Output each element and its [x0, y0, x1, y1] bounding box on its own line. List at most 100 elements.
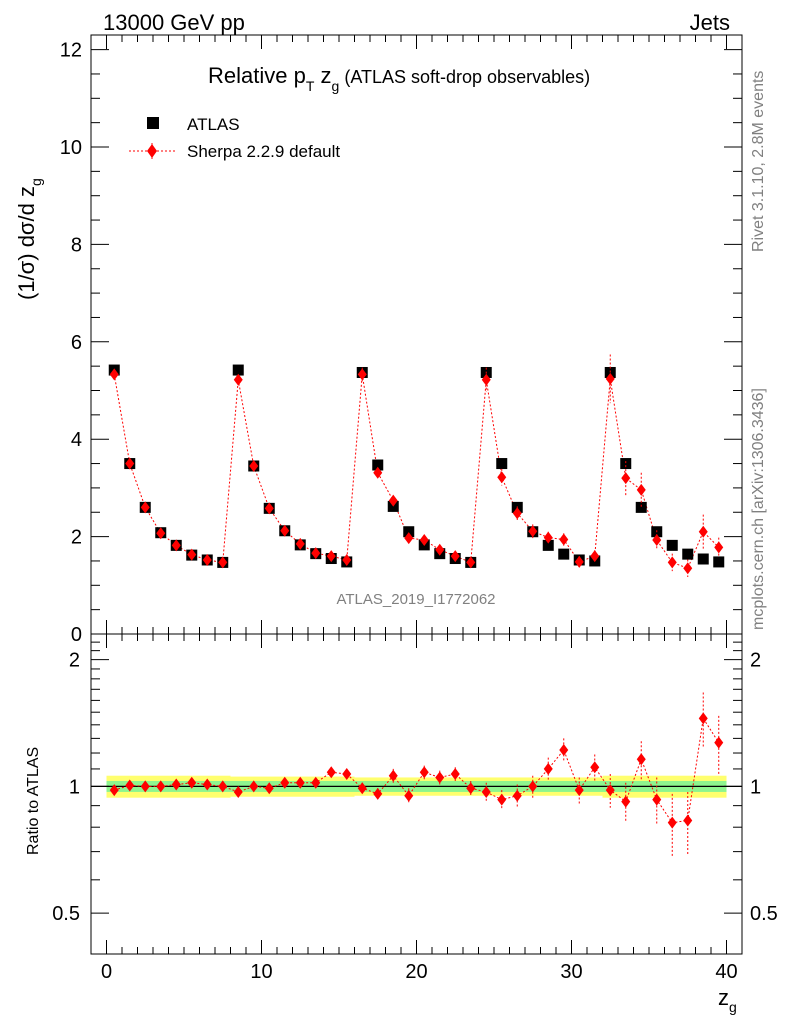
- ratio-ylabel: Ratio to ATLAS: [25, 747, 42, 855]
- ratio-sherpa-point: [543, 762, 553, 775]
- ratio-sherpa-point: [466, 782, 476, 795]
- ratio-sherpa-point: [605, 784, 615, 797]
- sherpa-point: [574, 555, 584, 568]
- atlas-point: [558, 548, 570, 560]
- ratio-sherpa-point: [698, 712, 708, 725]
- sherpa-point: [528, 525, 538, 538]
- y-tick-label: 12: [60, 40, 82, 62]
- ratio-y-tick-label-right: 2: [750, 650, 761, 672]
- sherpa-point: [450, 550, 460, 563]
- ratio-sherpa-point: [590, 761, 600, 774]
- sherpa-point: [326, 550, 336, 563]
- ratio-sherpa-point: [574, 784, 584, 797]
- ratio-sherpa-point: [636, 753, 646, 766]
- atlas-point: [635, 501, 647, 513]
- ratio-sherpa-point: [419, 766, 429, 779]
- sherpa-point: [218, 556, 228, 569]
- ratio-sherpa-point: [435, 771, 445, 784]
- sherpa-point: [683, 562, 693, 575]
- sherpa-point: [667, 556, 677, 569]
- atlas-point: [372, 459, 384, 471]
- ratio-y-tick-label: 0.5: [52, 903, 80, 925]
- legend-atlas-marker: [147, 117, 159, 129]
- sherpa-point: [481, 373, 491, 386]
- xlabel: zg: [718, 985, 737, 1015]
- header-right: Jets: [690, 10, 730, 35]
- sherpa-point: [109, 368, 119, 381]
- x-tick-label: 0: [101, 961, 112, 983]
- ratio-sherpa-point: [559, 743, 569, 756]
- watermark: ATLAS_2019_I1772062: [336, 591, 495, 608]
- ratio-sherpa-point: [528, 780, 538, 793]
- sherpa-point: [404, 532, 414, 545]
- y-tick-label: 4: [71, 429, 82, 451]
- sherpa-point: [543, 531, 553, 544]
- ratio-sherpa-point: [202, 778, 212, 791]
- atlas-point: [542, 539, 554, 551]
- atlas-point: [604, 366, 616, 378]
- atlas-point: [620, 458, 632, 470]
- y-tick-label: 0: [71, 624, 82, 646]
- sherpa-point: [497, 471, 507, 484]
- sherpa-point: [605, 372, 615, 385]
- atlas-point: [713, 556, 725, 568]
- ratio-sherpa-line: [114, 717, 720, 824]
- sherpa-point: [621, 472, 631, 485]
- ratio-sherpa-point: [264, 782, 274, 795]
- ratio-sherpa-point: [667, 816, 677, 829]
- ratio-marks: [91, 692, 742, 857]
- sherpa-point: [280, 524, 290, 537]
- ratio-sherpa-point: [481, 785, 491, 798]
- sherpa-point: [590, 550, 600, 563]
- x-tick-label: 10: [250, 961, 272, 983]
- atlas-point: [682, 548, 694, 560]
- atlas-point: [697, 553, 709, 565]
- ratio-sherpa-point: [187, 776, 197, 789]
- mcplots-label: mcplots.cern.ch [arXiv:1306.3436]: [750, 388, 767, 630]
- sherpa-point: [249, 459, 259, 472]
- ratio-sherpa-point: [233, 785, 243, 798]
- header-left: 13000 GeV pp: [103, 10, 245, 35]
- sherpa-point: [559, 533, 569, 546]
- ratio-sherpa-point: [683, 814, 693, 827]
- sherpa-point: [466, 556, 476, 569]
- sherpa-point: [233, 373, 243, 386]
- ratio-sherpa-point: [357, 782, 367, 795]
- ratio-sherpa-point: [714, 736, 724, 749]
- atlas-point: [496, 458, 508, 470]
- sherpa-point: [125, 457, 135, 470]
- chart-title: Relative pT zg (ATLAS soft-drop observab…: [208, 63, 590, 94]
- sherpa-point: [636, 483, 646, 496]
- sherpa-point: [357, 368, 367, 381]
- sherpa-point: [140, 501, 150, 514]
- sherpa-point: [171, 539, 181, 552]
- ratio-sherpa-point: [156, 780, 166, 793]
- ratio-sherpa-point: [280, 776, 290, 789]
- atlas-point: [232, 364, 244, 376]
- ratio-y-tick-label: 1: [69, 776, 80, 798]
- ratio-y-tick-label-right: 1: [750, 776, 761, 798]
- ratio-sherpa-point: [326, 766, 336, 779]
- ratio-sherpa-point: [311, 776, 321, 789]
- ratio-sherpa-point: [621, 795, 631, 808]
- ratio-sherpa-point: [497, 793, 507, 806]
- legend: ATLAS Sherpa 2.2.9 default: [129, 115, 340, 161]
- x-tick-label: 20: [405, 961, 427, 983]
- ratio-sherpa-point: [249, 780, 259, 793]
- y-tick-label: 8: [71, 234, 82, 256]
- y-tick-label: 2: [71, 527, 82, 549]
- sherpa-point: [388, 494, 398, 507]
- legend-sherpa-label: Sherpa 2.2.9 default: [187, 142, 340, 161]
- sherpa-point: [342, 553, 352, 566]
- sherpa-line: [113, 374, 720, 569]
- ratio-sherpa-point: [140, 780, 150, 793]
- rivet-label: Rivet 3.1.10, 2.8M events: [750, 71, 767, 252]
- sherpa-point: [419, 534, 429, 547]
- y-tick-label: 10: [60, 137, 82, 159]
- sherpa-point: [373, 466, 383, 479]
- y-tick-label: 6: [71, 332, 82, 354]
- sherpa-point: [512, 507, 522, 520]
- sherpa-point: [187, 548, 197, 561]
- main-ylabel: (1/σ) dσ/d zg: [14, 178, 44, 300]
